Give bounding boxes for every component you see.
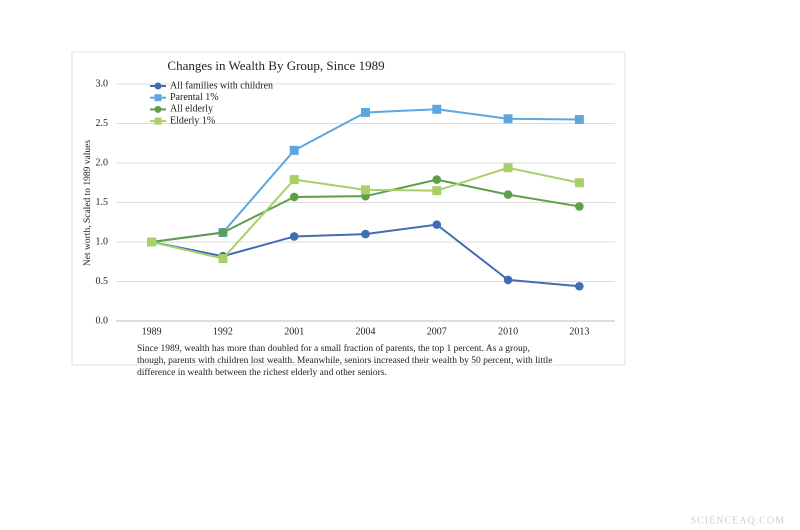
data-point xyxy=(218,228,228,237)
legend-label: Elderly 1% xyxy=(170,115,215,126)
data-point xyxy=(575,202,584,211)
data-point xyxy=(503,190,513,199)
x-tick-label: 2013 xyxy=(569,326,589,337)
watermark: SCIENCEAQ.COM xyxy=(691,515,785,526)
data-point xyxy=(432,220,442,229)
data-point xyxy=(361,107,370,117)
legend-marker xyxy=(154,105,162,113)
y-tick-label: 0.5 xyxy=(96,276,109,287)
data-point xyxy=(147,237,157,247)
data-point xyxy=(432,104,442,114)
x-tick-label: 2001 xyxy=(284,326,304,337)
x-tick-label: 1989 xyxy=(142,326,162,337)
x-tick-label: 2007 xyxy=(427,326,447,337)
legend-label: Parental 1% xyxy=(170,92,219,103)
chart-frame xyxy=(71,51,626,366)
y-tick-label: 0.0 xyxy=(96,315,109,326)
y-tick-label: 3.0 xyxy=(96,78,109,89)
y-tick-label: 2.0 xyxy=(96,157,109,168)
caption-line: difference in wealth between the richest… xyxy=(137,367,387,378)
data-point xyxy=(432,175,442,184)
data-point xyxy=(289,232,299,241)
caption-line: though, parents with children lost wealt… xyxy=(137,356,553,366)
legend-label: All families with children xyxy=(170,80,273,91)
data-point xyxy=(218,254,228,264)
data-point xyxy=(432,186,442,196)
legend-label: All elderly xyxy=(170,104,213,115)
x-tick-label: 2010 xyxy=(498,326,518,337)
data-point xyxy=(361,229,370,239)
chart-title: Changes in Wealth By Group, Since 1989 xyxy=(167,58,384,73)
data-point xyxy=(289,145,299,155)
data-point xyxy=(575,281,584,291)
y-axis-label: Net worth, Scaled to 1989 values xyxy=(83,140,93,266)
y-tick-label: 1.0 xyxy=(96,236,109,247)
caption-line: Since 1989, wealth has more than doubled… xyxy=(137,343,530,354)
data-point xyxy=(361,185,370,195)
x-tick-label: 2004 xyxy=(356,326,376,337)
y-tick-label: 2.5 xyxy=(96,118,109,129)
x-tick-label: 1992 xyxy=(213,326,233,337)
data-point xyxy=(503,114,513,124)
data-point xyxy=(574,178,584,188)
data-point xyxy=(574,115,584,125)
legend-marker xyxy=(154,82,162,90)
data-point xyxy=(503,275,513,285)
data-point xyxy=(289,192,299,202)
data-point xyxy=(289,175,299,185)
data-point xyxy=(503,163,513,173)
legend-marker xyxy=(154,117,162,125)
y-tick-label: 1.5 xyxy=(96,197,109,208)
legend-marker xyxy=(154,94,162,102)
